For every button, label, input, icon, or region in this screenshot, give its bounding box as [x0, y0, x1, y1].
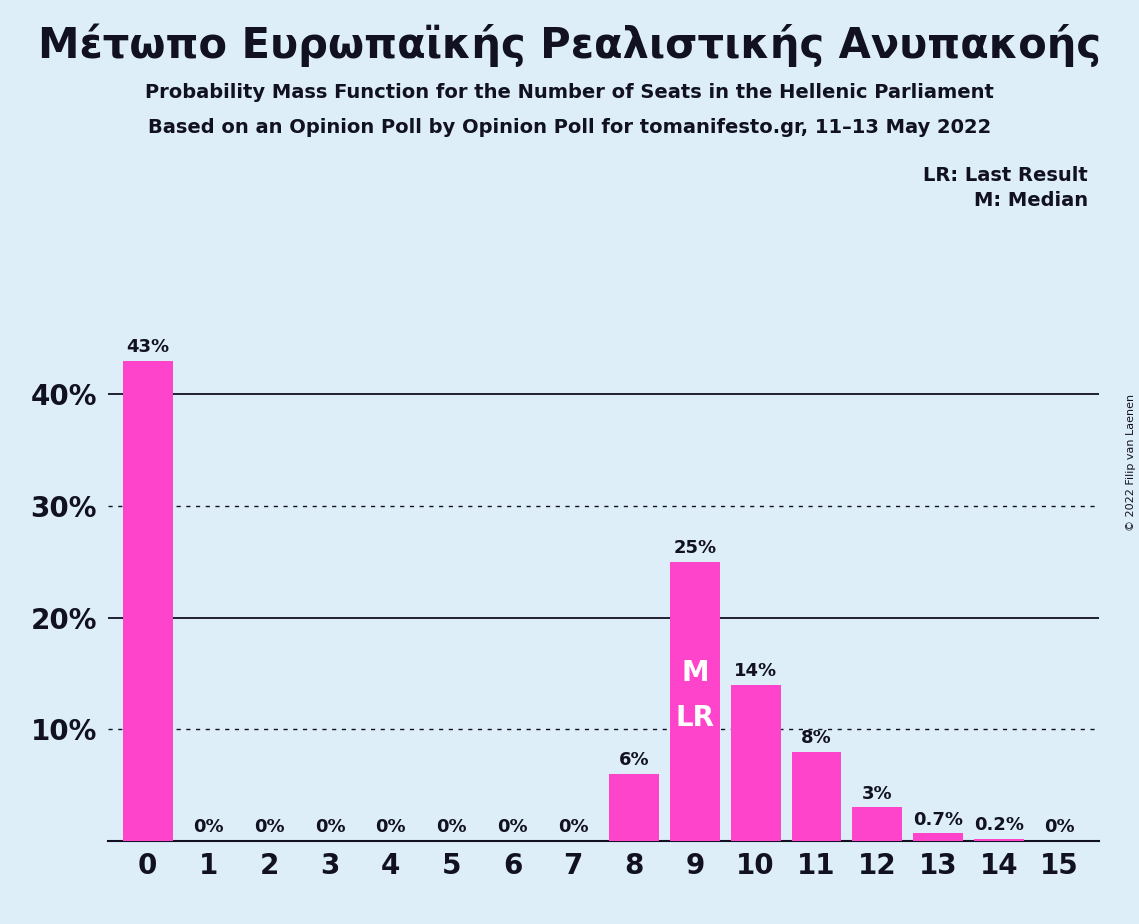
Text: 0.7%: 0.7% [913, 810, 964, 829]
Text: 14%: 14% [735, 663, 777, 680]
Text: Probability Mass Function for the Number of Seats in the Hellenic Parliament: Probability Mass Function for the Number… [145, 83, 994, 103]
Text: 0%: 0% [376, 819, 407, 836]
Text: 0.2%: 0.2% [974, 816, 1024, 834]
Text: 6%: 6% [618, 751, 649, 770]
Text: 3%: 3% [862, 784, 893, 803]
Text: © 2022 Filip van Laenen: © 2022 Filip van Laenen [1126, 394, 1136, 530]
Text: 43%: 43% [126, 338, 170, 357]
Text: Μέτωπο Ευρωπαϊκής Ρεαλιστικής Ανυπακοής: Μέτωπο Ευρωπαϊκής Ρεαλιστικής Ανυπακοής [38, 23, 1101, 67]
Text: M: Median: M: Median [974, 191, 1088, 211]
Text: 0%: 0% [314, 819, 345, 836]
Text: 0%: 0% [558, 819, 589, 836]
Text: M: M [681, 660, 708, 687]
Text: 0%: 0% [497, 819, 527, 836]
Text: 0%: 0% [1044, 819, 1075, 836]
Bar [609, 774, 659, 841]
Text: 0%: 0% [194, 819, 224, 836]
Text: LR: LR [675, 704, 714, 732]
Bar [913, 833, 962, 841]
Bar [974, 839, 1024, 841]
Bar [670, 562, 720, 841]
Bar [731, 685, 780, 841]
Bar [123, 360, 173, 841]
Text: 0%: 0% [254, 819, 285, 836]
Text: 8%: 8% [801, 729, 831, 747]
Text: Based on an Opinion Poll by Opinion Poll for tomanifesto.gr, 11–13 May 2022: Based on an Opinion Poll by Opinion Poll… [148, 118, 991, 138]
Text: 0%: 0% [436, 819, 467, 836]
Bar [792, 751, 842, 841]
Text: LR: Last Result: LR: Last Result [923, 166, 1088, 186]
Text: 25%: 25% [673, 540, 716, 557]
Bar [852, 808, 902, 841]
